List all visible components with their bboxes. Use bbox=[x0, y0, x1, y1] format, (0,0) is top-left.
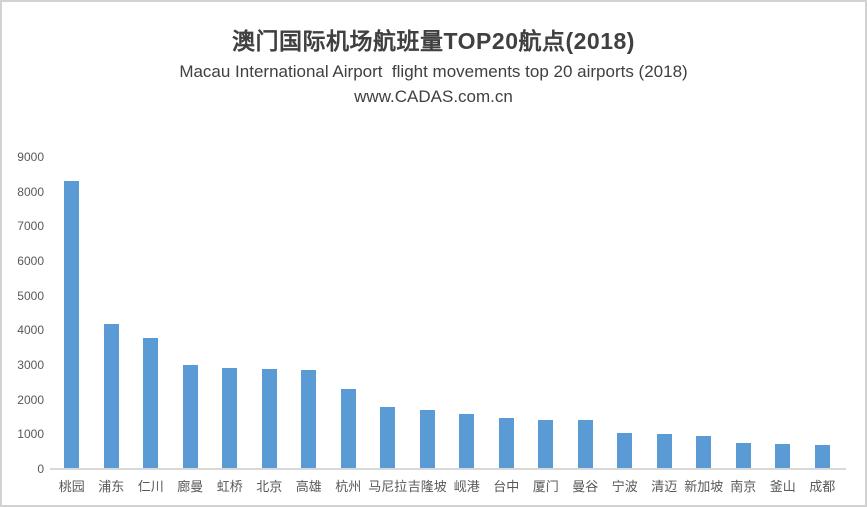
bar-cell bbox=[131, 157, 171, 469]
bar bbox=[222, 368, 238, 469]
bar-cell bbox=[289, 157, 329, 469]
chart-source-url: www.CADAS.com.cn bbox=[354, 87, 513, 106]
bar bbox=[775, 444, 791, 469]
bar-cell bbox=[210, 157, 250, 469]
x-axis-category-label: 浦东 bbox=[98, 479, 125, 494]
bar-cell bbox=[645, 157, 685, 469]
x-axis-category-label: 台中 bbox=[493, 479, 520, 494]
x-axis-category-label: 曼谷 bbox=[572, 479, 599, 494]
x-axis-line bbox=[50, 468, 846, 470]
bar bbox=[380, 407, 396, 469]
bar bbox=[143, 338, 159, 469]
x-axis-labels: 桃园 浦东 仁川 廊曼 虹桥 北京 高雄 杭州 马尼拉 吉隆坡 岘港 台中 厦门 曼谷 宁波 清迈 新加坡 南京釜… bbox=[52, 476, 842, 495]
x-axis-category-label: 高雄 bbox=[295, 479, 322, 494]
bar-cell bbox=[329, 157, 369, 469]
bar bbox=[261, 369, 277, 469]
bar-cell bbox=[92, 157, 132, 469]
bar bbox=[459, 414, 475, 469]
bar-cell bbox=[526, 157, 566, 469]
plot-area: 桃园 浦东 仁川 廊曼 虹桥 北京 高雄 杭州 马尼拉 吉隆坡 岘港 台中 厦门 曼谷 宁波 清迈 新加坡 南京釜… bbox=[17, 150, 846, 494]
bar-cell bbox=[487, 157, 527, 469]
bar bbox=[103, 324, 119, 469]
bar bbox=[419, 410, 435, 469]
x-axis-category-label: 北京 bbox=[256, 479, 283, 494]
bar bbox=[577, 420, 593, 469]
bar-cell bbox=[408, 157, 448, 469]
x-axis-category-label: 仁川 bbox=[137, 479, 164, 494]
bar-cell bbox=[605, 157, 645, 469]
bar bbox=[182, 365, 198, 469]
bar bbox=[301, 370, 317, 469]
x-axis-category-label: 廊曼 bbox=[177, 479, 204, 494]
x-axis-category-label: 清迈 bbox=[651, 479, 678, 494]
x-axis-category-label: 南京 bbox=[730, 479, 757, 494]
x-axis-category-label: 岘港 bbox=[453, 479, 480, 494]
bars-container bbox=[52, 157, 842, 469]
bar-cell bbox=[447, 157, 487, 469]
bar-cell bbox=[171, 157, 211, 469]
bar-cell bbox=[566, 157, 606, 469]
x-axis-category-label: 杭州 bbox=[335, 479, 362, 494]
bar-cell bbox=[368, 157, 408, 469]
x-axis-category-label: 桃园 bbox=[58, 479, 85, 494]
x-axis-category-label: 厦门 bbox=[532, 479, 559, 494]
bar bbox=[340, 389, 356, 469]
y-axis-tick-label: 1000 bbox=[17, 427, 44, 442]
bar-cell bbox=[684, 157, 724, 469]
bar bbox=[814, 444, 830, 469]
y-axis-tick-label: 6000 bbox=[17, 254, 44, 268]
bar bbox=[538, 420, 554, 469]
bar-cell bbox=[724, 157, 764, 469]
bar bbox=[656, 434, 672, 469]
y-axis-tick-label: 0 bbox=[37, 462, 44, 476]
y-axis-tick-label: 9000 bbox=[17, 150, 44, 164]
bar bbox=[617, 432, 633, 469]
chart-title: 澳门国际机场航班量TOP20航点(2018) bbox=[232, 28, 635, 54]
bar bbox=[498, 418, 514, 469]
x-axis-category-label: 马尼拉 bbox=[368, 479, 408, 494]
x-axis-category-label: 虹桥 bbox=[216, 479, 243, 494]
bar-cell bbox=[250, 157, 290, 469]
bar bbox=[735, 443, 751, 469]
bar bbox=[696, 435, 712, 469]
y-axis-tick-label: 7000 bbox=[17, 219, 44, 234]
y-axis-tick-label: 4000 bbox=[17, 323, 44, 338]
y-axis-tick-label: 2000 bbox=[17, 392, 44, 407]
chart-subtitle: Macau International Airport flight movem… bbox=[179, 62, 688, 81]
bar bbox=[64, 181, 80, 469]
x-axis-category-label: 宁波 bbox=[611, 479, 638, 494]
y-axis-tick-label: 8000 bbox=[17, 184, 44, 199]
x-axis-category-label: 新加坡 bbox=[684, 479, 724, 494]
x-axis-category-label: 吉隆坡 bbox=[407, 479, 447, 494]
y-axis-tick-label: 3000 bbox=[17, 358, 44, 372]
x-axis-category-label: 成都 bbox=[809, 479, 836, 494]
bar-cell bbox=[763, 157, 803, 469]
bar-cell bbox=[803, 157, 843, 469]
bar-cell bbox=[52, 157, 92, 469]
x-axis-category-label: 釜山 bbox=[769, 479, 796, 494]
y-axis-tick-label: 5000 bbox=[17, 288, 44, 303]
